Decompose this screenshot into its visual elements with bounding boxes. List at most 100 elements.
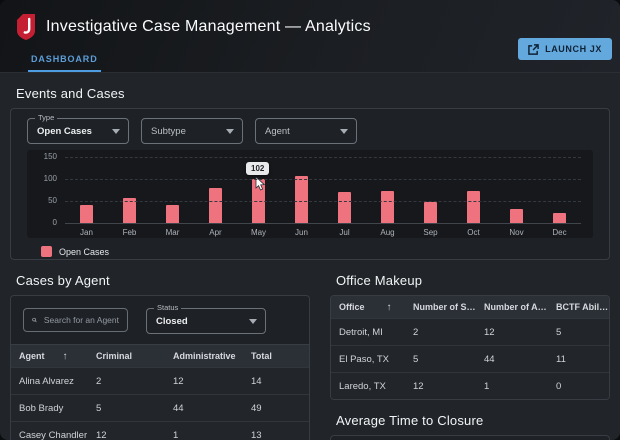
y-tick-100: 100 — [43, 174, 57, 183]
bar-slot-aug — [366, 158, 409, 224]
bar-mar[interactable] — [166, 205, 179, 224]
gridline-150 — [65, 157, 581, 158]
chevron-down-icon — [249, 319, 257, 324]
chart-filters: Type Open Cases Subtype Agent — [27, 114, 593, 144]
x-tick-dec: Dec — [552, 228, 567, 237]
bar-nov[interactable] — [510, 209, 523, 224]
avg-time-title: Average Time to Closure — [336, 413, 484, 428]
table-row[interactable]: Detroit, MI 2 12 5 — [331, 318, 609, 345]
chart-tooltip: 102 — [246, 162, 270, 175]
agent-select[interactable]: Agent — [255, 118, 357, 144]
table-header-row: Office↑ Number of Super… Number of Agent… — [331, 296, 609, 318]
launch-jx-button[interactable]: LAUNCH JX — [518, 38, 612, 60]
app-header: Investigative Case Management — Analytic… — [0, 0, 620, 73]
brand: Investigative Case Management — Analytic… — [16, 14, 371, 40]
y-tick-150: 150 — [43, 152, 57, 161]
cases-by-agent-title: Cases by Agent — [16, 273, 110, 288]
table-row[interactable]: Casey Chandler 12 1 13 — [11, 421, 309, 440]
bar-jan[interactable] — [80, 205, 93, 224]
bar-slot-dec — [538, 158, 581, 224]
x-tick-feb: Feb — [122, 228, 137, 237]
type-select[interactable]: Type Open Cases — [27, 114, 129, 144]
type-select-value: Open Cases — [37, 125, 92, 137]
office-makeup-panel: Office↑ Number of Super… Number of Agent… — [330, 295, 610, 400]
status-select-label: Status — [154, 304, 182, 312]
bar-jun[interactable] — [295, 176, 308, 224]
status-select-value: Closed — [156, 315, 188, 327]
table-row[interactable]: El Paso, TX 5 44 11 — [331, 345, 609, 372]
column-header-criminal[interactable]: Criminal — [96, 351, 133, 361]
bar-slot-mar — [151, 158, 194, 224]
chevron-down-icon — [226, 129, 234, 134]
gridline-100 — [65, 179, 581, 180]
sort-ascending-icon[interactable]: ↑ — [386, 301, 392, 313]
x-tick-aug: Aug — [380, 228, 395, 237]
office-makeup-title: Office Makeup — [336, 273, 423, 288]
y-tick-50: 50 — [48, 196, 57, 205]
office-makeup-table: Office↑ Number of Super… Number of Agent… — [331, 296, 609, 399]
bar-slot-apr — [194, 158, 237, 224]
x-tick-jun: Jun — [295, 228, 308, 237]
bar-slot-jun — [280, 158, 323, 224]
x-tick-may: May — [250, 228, 267, 237]
column-header-agents[interactable]: Number of Agents — [484, 302, 548, 312]
bar-dec[interactable] — [553, 213, 566, 224]
agent-search-input[interactable]: Search for an Agent — [23, 308, 128, 332]
months-row: Jan Feb Mar Apr May Jun Jul Aug Sep Oct Nov Dec — [65, 228, 581, 237]
x-tick-jul: Jul — [339, 228, 350, 237]
x-tick-nov: Nov — [509, 228, 524, 237]
table-row[interactable]: Alina Alvarez 2 12 14 — [11, 367, 309, 394]
cases-by-agent-panel: Search for an Agent Status Closed Agent ↑ — [10, 295, 310, 440]
agent-search-placeholder: Search for an Agent — [43, 315, 119, 325]
bar-slot-feb — [108, 158, 151, 224]
x-tick-jan: Jan — [80, 228, 93, 237]
column-header-bctf[interactable]: BCTF Ability — [556, 302, 609, 312]
column-header-agent[interactable]: Agent ↑ — [19, 350, 68, 362]
table-header-row: Agent ↑ Criminal Administrative Total — [11, 344, 309, 367]
bar-sep[interactable] — [424, 202, 437, 224]
bars-row — [65, 158, 581, 224]
bar-oct[interactable] — [467, 191, 480, 224]
status-select[interactable]: Status Closed — [146, 304, 266, 334]
x-tick-mar: Mar — [165, 228, 180, 237]
mouse-cursor-icon — [255, 177, 266, 191]
bar-slot-oct — [452, 158, 495, 224]
agent-select-placeholder: Agent — [265, 125, 290, 137]
sort-ascending-icon[interactable]: ↑ — [62, 350, 68, 362]
events-panel: Type Open Cases Subtype Agent Jan Feb Mar A… — [10, 108, 610, 260]
chevron-down-icon — [112, 129, 120, 134]
search-icon — [32, 317, 37, 323]
launch-jx-label: LAUNCH JX — [545, 44, 602, 54]
table-row[interactable]: Laredo, TX 12 1 0 — [331, 372, 609, 399]
avg-time-panel — [330, 435, 610, 440]
subtype-select[interactable]: Subtype — [141, 118, 243, 144]
chevron-down-icon — [340, 129, 348, 134]
legend-swatch-open-cases — [41, 246, 52, 257]
events-section-title: Events and Cases — [16, 86, 125, 101]
subtype-select-placeholder: Subtype — [151, 125, 186, 137]
column-header-supervisors[interactable]: Number of Super… — [413, 302, 476, 312]
bar-jul[interactable] — [338, 192, 351, 224]
bar-aug[interactable] — [381, 191, 394, 224]
x-tick-apr: Apr — [209, 228, 222, 237]
column-header-office[interactable]: Office ↑ — [339, 301, 392, 313]
column-header-administrative[interactable]: Administrative — [173, 351, 236, 361]
type-select-label: Type — [35, 114, 58, 122]
bar-apr[interactable] — [209, 188, 222, 224]
bar-feb[interactable] — [123, 198, 136, 224]
bar-slot-sep — [409, 158, 452, 224]
chart-legend[interactable]: Open Cases — [41, 246, 593, 257]
table-row[interactable]: Bob Brady 5 44 49 — [11, 394, 309, 421]
juvare-shield-logo — [17, 14, 35, 40]
tab-dashboard[interactable]: DASHBOARD — [28, 54, 101, 72]
main-content: Events and Cases Type Open Cases Subtype… — [0, 86, 620, 440]
external-link-icon — [528, 43, 539, 55]
column-header-total[interactable]: Total — [251, 351, 272, 361]
y-tick-0: 0 — [52, 218, 57, 227]
events-bar-chart[interactable]: Jan Feb Mar Apr May Jun Jul Aug Sep Oct Nov Dec 102… — [27, 150, 593, 238]
cases-by-agent-table: Agent ↑ Criminal Administrative Total Ali… — [11, 344, 309, 440]
gridline-50 — [65, 201, 581, 202]
x-tick-oct: Oct — [467, 228, 480, 237]
legend-label: Open Cases — [59, 246, 110, 257]
